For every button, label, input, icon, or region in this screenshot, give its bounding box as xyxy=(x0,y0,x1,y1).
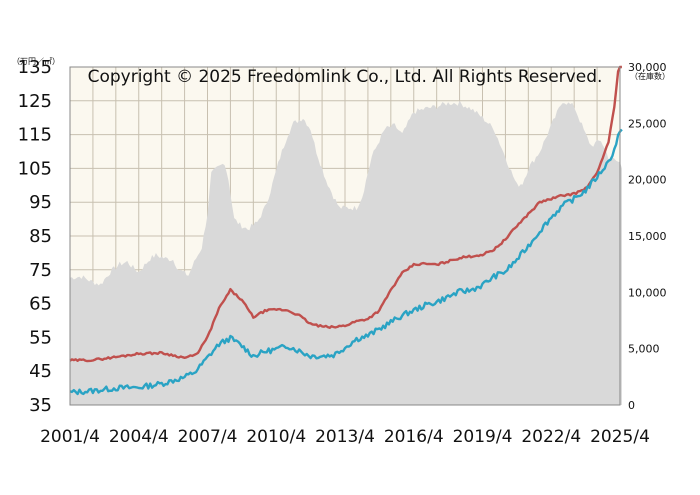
copyright-text: Copyright © 2025 Freedomlink Co., Ltd. A… xyxy=(88,67,603,87)
x-axis-ticks: 2001/4 2004/4 2007/4 2010/4 2013/4 2016/4 2019… xyxy=(40,427,650,447)
x-tick-label: 2022/4 xyxy=(521,427,581,447)
new_listing_price-line xyxy=(69,65,622,363)
x-tick-label: 2004/4 xyxy=(109,427,169,447)
x-tick-label: 2025/4 xyxy=(590,427,650,447)
x-tick-label: 2007/4 xyxy=(178,427,238,447)
left-axis-unit: （万円／㎡） xyxy=(12,57,60,66)
y-left-tick-label: 65 xyxy=(29,294,52,315)
y-left-tick-label: 105 xyxy=(18,158,52,179)
y-left-tick-label: 75 xyxy=(29,260,52,281)
y-right-tick-label: 25,000 xyxy=(628,117,667,130)
right-axis-unit: （在庫数） xyxy=(630,71,670,81)
x-tick-label: 2013/4 xyxy=(315,427,375,447)
x-tick-label: 2010/4 xyxy=(246,427,306,447)
x-tick-label: 2016/4 xyxy=(384,427,444,447)
x-tick-label: 2001/4 xyxy=(40,427,100,447)
y-left-tick-label: 95 xyxy=(29,192,52,213)
y-left-tick-label: 125 xyxy=(18,91,52,112)
price-lines-layer xyxy=(69,65,623,396)
y-left-tick-label: 55 xyxy=(29,327,52,348)
y-right-tick-label: 15,000 xyxy=(628,230,667,243)
y-left-tick-label: 135 xyxy=(18,57,52,78)
y-right-tick-label: 20,000 xyxy=(628,174,667,187)
y-left-tick-label: 45 xyxy=(29,361,52,382)
inventory-area xyxy=(70,100,622,405)
inventory-area-layer xyxy=(70,100,622,405)
x-tick-label: 2019/4 xyxy=(453,427,513,447)
y-left-tick-label: 35 xyxy=(29,395,52,416)
y-right-tick-label: 0 xyxy=(628,399,635,412)
plot-frame xyxy=(69,66,621,406)
left-axis-ticks: 135 125 115 105 95 85 75 65 55 45 35 xyxy=(18,57,52,416)
right-axis-ticks: 30,000 25,000 20,000 15,000 10,000 5,000 0 xyxy=(628,61,667,412)
y-left-tick-label: 115 xyxy=(18,125,52,146)
y-right-tick-label: 10,000 xyxy=(628,286,667,299)
contract_price-line xyxy=(69,128,623,396)
y-right-tick-label: 30,000 xyxy=(628,61,667,74)
y-right-tick-label: 5,000 xyxy=(628,343,660,356)
y-left-tick-label: 85 xyxy=(29,226,52,247)
